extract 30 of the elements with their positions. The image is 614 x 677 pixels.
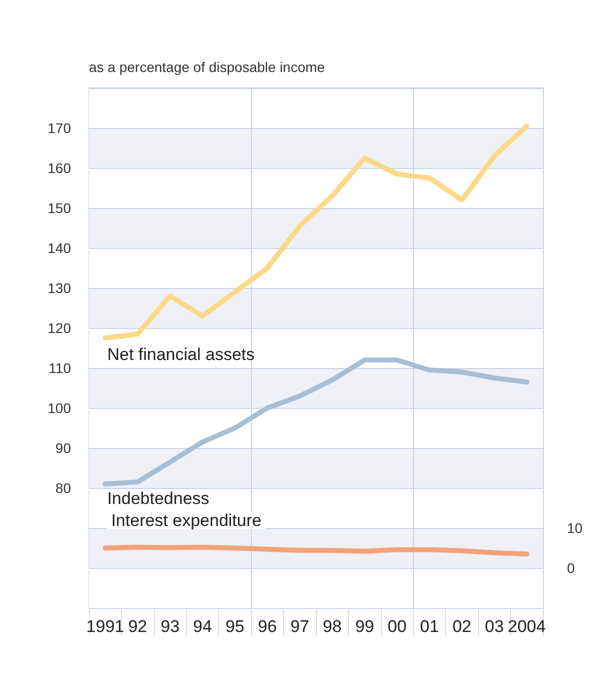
- y-tick-label: 120: [48, 320, 72, 336]
- x-tick-label: 99: [355, 617, 374, 636]
- y2-tick-label: 0: [567, 560, 575, 576]
- y-tick-label: 150: [48, 200, 72, 216]
- x-tick-label: 02: [452, 617, 472, 636]
- y-tick-label: 80: [55, 480, 72, 496]
- y-tick-label: 90: [55, 440, 72, 456]
- series-label: Indebtedness: [107, 489, 210, 508]
- y2-tick-label: 10: [567, 520, 583, 536]
- x-tick-label: 00: [388, 617, 407, 636]
- series-label: Net financial assets: [107, 345, 255, 364]
- x-tick-label: 96: [258, 617, 277, 636]
- x-tick-label: 95: [225, 617, 244, 636]
- x-tick-label: 92: [128, 617, 148, 636]
- y-tick-label: 100: [48, 400, 72, 416]
- x-tick-label: 03: [484, 617, 504, 636]
- x-tick-label: 94: [193, 617, 212, 636]
- x-tick-label: 2004: [508, 617, 546, 636]
- y-tick-label: 110: [48, 360, 72, 376]
- y-tick-label: 140: [48, 240, 72, 256]
- x-tick-label: 98: [322, 617, 342, 636]
- x-tick-label: 93: [160, 617, 180, 636]
- y-tick-label: 170: [48, 120, 72, 136]
- x-tick-label: 01: [420, 617, 439, 636]
- series-label: Interest expenditure: [111, 511, 262, 530]
- x-tick-label: 97: [290, 617, 310, 636]
- x-tick-label: 1991: [86, 617, 124, 636]
- y-tick-label: 130: [48, 280, 72, 296]
- y-axis-title: as a percentage of disposable income: [89, 59, 326, 75]
- y-tick-label: 160: [48, 160, 72, 176]
